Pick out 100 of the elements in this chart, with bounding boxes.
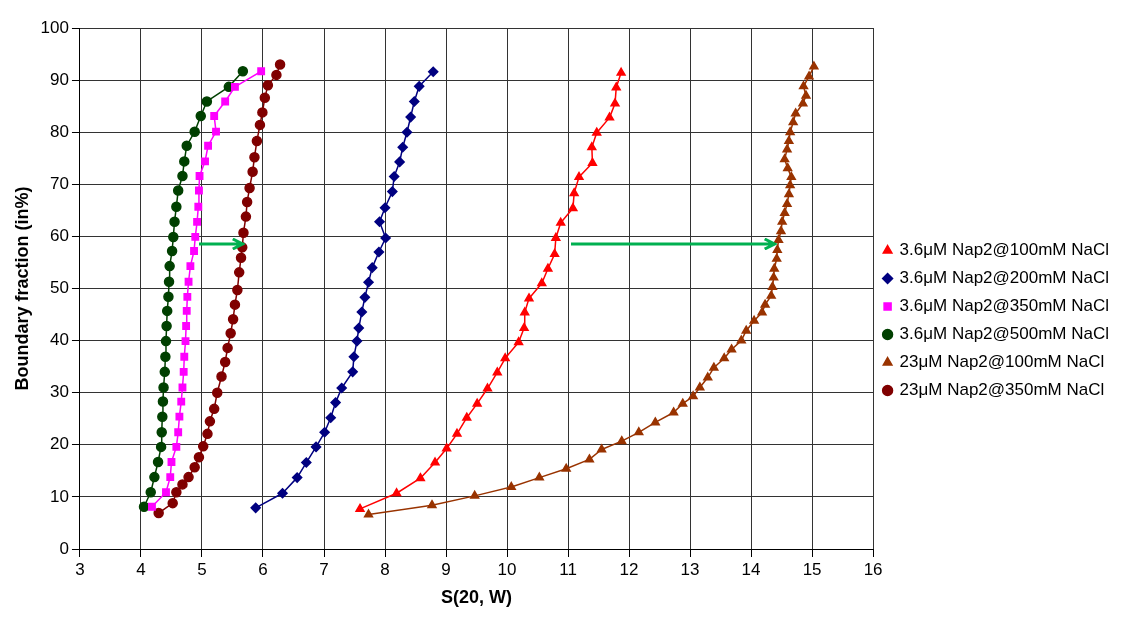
- point: [168, 231, 179, 243]
- point: [201, 157, 209, 166]
- point: [229, 299, 241, 310]
- y-tick-label: 80: [50, 121, 69, 141]
- point: [159, 366, 171, 378]
- point: [760, 299, 770, 308]
- point: [179, 156, 190, 167]
- point: [257, 67, 266, 76]
- point: [379, 202, 391, 213]
- point: [786, 171, 796, 181]
- point: [162, 488, 170, 497]
- point: [177, 479, 188, 490]
- point: [592, 127, 602, 136]
- point: [373, 246, 385, 258]
- point: [186, 262, 195, 271]
- x-tick-label: 8: [380, 559, 390, 579]
- point: [182, 306, 191, 315]
- x-tick-label: 5: [197, 559, 207, 579]
- point: [208, 403, 220, 415]
- point: [788, 117, 798, 126]
- point: [180, 352, 189, 361]
- point: [409, 96, 420, 107]
- point: [179, 367, 188, 376]
- point: [441, 443, 452, 452]
- point: [231, 82, 239, 91]
- point: [257, 107, 268, 118]
- point: [160, 351, 171, 362]
- point: [166, 245, 178, 257]
- point: [291, 472, 303, 483]
- point: [183, 292, 192, 301]
- point: [175, 412, 184, 421]
- point: [240, 211, 252, 222]
- point: [366, 262, 378, 273]
- point: [201, 96, 213, 107]
- point: [500, 353, 510, 362]
- point: [353, 322, 365, 334]
- point: [160, 335, 172, 347]
- point: [374, 216, 385, 228]
- point: [427, 499, 437, 509]
- point: [225, 328, 236, 339]
- point: [391, 488, 402, 497]
- point: [163, 276, 175, 287]
- point: [222, 342, 233, 354]
- point: [506, 481, 516, 490]
- point: [568, 203, 578, 212]
- point: [766, 290, 776, 299]
- x-axis-title: S(20, W): [441, 587, 513, 608]
- point: [610, 98, 620, 107]
- point: [549, 248, 560, 258]
- point: [616, 67, 626, 76]
- point: [174, 428, 183, 437]
- point: [249, 151, 260, 163]
- point: [177, 170, 188, 182]
- point: [584, 454, 595, 463]
- point: [193, 452, 205, 463]
- point: [678, 398, 688, 407]
- point: [798, 81, 809, 90]
- legend-label: 3.6μM Nap2@500mM NaCl: [899, 324, 1109, 344]
- point: [158, 382, 169, 393]
- point: [355, 503, 365, 512]
- point: [166, 473, 175, 482]
- y-tick-label: 20: [50, 434, 69, 454]
- point: [247, 166, 258, 178]
- point: [736, 335, 746, 344]
- point: [427, 66, 439, 78]
- point: [177, 397, 186, 406]
- point: [271, 69, 282, 81]
- point: [237, 65, 249, 77]
- point: [537, 278, 547, 287]
- point: [233, 267, 245, 278]
- point: [772, 244, 782, 253]
- point: [319, 427, 330, 438]
- x-tick-label: 10: [497, 559, 517, 579]
- y-tick-label: 0: [59, 538, 69, 558]
- x-tick-label: 6: [258, 559, 268, 579]
- x-tick-label: 11: [559, 559, 577, 579]
- point: [769, 263, 779, 272]
- point: [492, 367, 502, 376]
- point: [785, 126, 795, 136]
- point: [171, 486, 182, 498]
- point: [587, 157, 598, 166]
- point: [596, 444, 607, 453]
- legend-label: 3.6μM Nap2@350mM NaCl: [899, 296, 1109, 316]
- point: [415, 472, 426, 482]
- point: [513, 336, 524, 346]
- point: [779, 154, 790, 163]
- point: [356, 306, 368, 318]
- point: [169, 216, 180, 228]
- point: [782, 144, 792, 153]
- x-tick-label: 13: [680, 559, 700, 579]
- point: [204, 141, 213, 150]
- x-tick-label: 14: [741, 559, 761, 579]
- point: [784, 135, 794, 145]
- point: [405, 111, 416, 123]
- point: [241, 196, 253, 208]
- point: [336, 382, 347, 394]
- y-tick-label: 60: [50, 226, 69, 246]
- point: [351, 335, 363, 347]
- point: [153, 507, 164, 519]
- point: [301, 457, 312, 468]
